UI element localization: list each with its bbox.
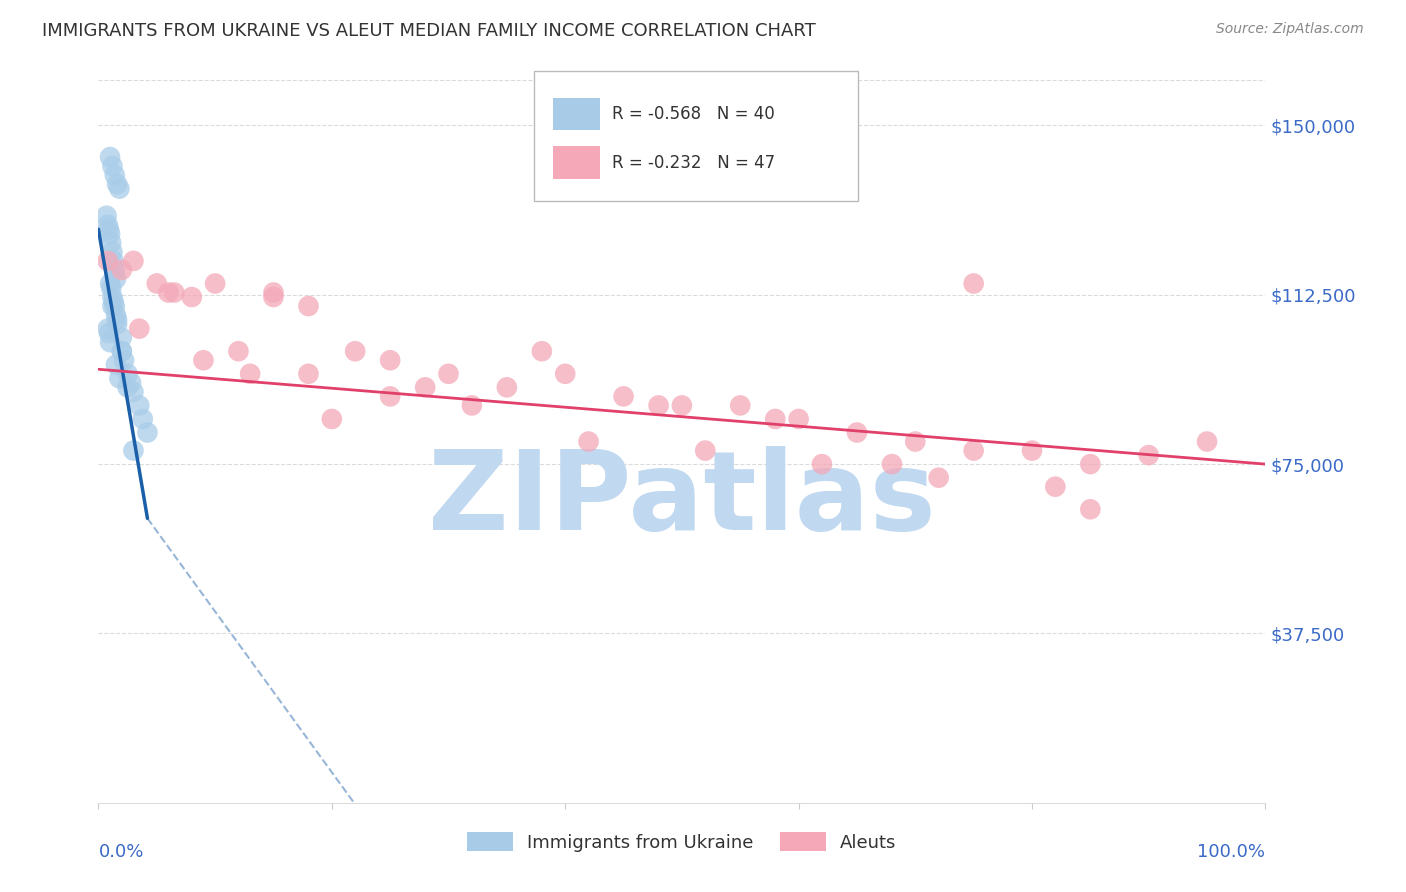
Text: R = -0.568   N = 40: R = -0.568 N = 40 (612, 105, 775, 123)
Point (157, 285, 180, 300)
Point (104, 272, 127, 286)
Point (461, 398, 484, 412)
Point (163, 285, 186, 300)
Point (100, 281, 122, 295)
Point (96, 209, 118, 223)
Point (730, 398, 752, 412)
Point (962, 443, 984, 458)
Point (613, 389, 636, 403)
Point (97, 218, 120, 232)
Point (104, 168, 127, 182)
Point (132, 412, 155, 426)
Point (695, 443, 717, 458)
Point (122, 443, 145, 458)
Point (204, 277, 226, 291)
Point (763, 412, 786, 426)
Point (97, 253, 120, 268)
Text: 0.0%: 0.0% (98, 843, 143, 861)
Point (128, 398, 150, 412)
Point (380, 353, 402, 368)
Point (344, 344, 367, 359)
Point (101, 159, 124, 173)
Text: 100.0%: 100.0% (1198, 843, 1265, 861)
Point (101, 299, 124, 313)
Point (105, 317, 128, 331)
Point (101, 244, 124, 259)
Point (100, 235, 122, 250)
Text: ZIPatlas: ZIPatlas (427, 446, 936, 553)
Point (297, 367, 319, 381)
Point (108, 371, 131, 385)
Point (105, 177, 128, 191)
Point (262, 285, 284, 300)
Text: IMMIGRANTS FROM UKRAINE VS ALEUT MEDIAN FAMILY INCOME CORRELATION CHART: IMMIGRANTS FROM UKRAINE VS ALEUT MEDIAN … (42, 22, 815, 40)
Point (380, 389, 402, 403)
Point (98, 277, 121, 291)
Point (297, 299, 319, 313)
Point (1137, 448, 1160, 462)
Point (117, 367, 139, 381)
Point (530, 344, 553, 359)
Point (97, 321, 120, 335)
Point (111, 344, 134, 359)
Point (180, 290, 202, 304)
Point (1080, 502, 1102, 516)
Point (122, 253, 145, 268)
Point (1021, 443, 1043, 458)
Point (146, 277, 169, 291)
Point (904, 434, 927, 449)
Text: Source: ZipAtlas.com: Source: ZipAtlas.com (1216, 22, 1364, 37)
Text: R = -0.232   N = 47: R = -0.232 N = 47 (612, 153, 775, 171)
Point (104, 263, 127, 277)
Point (128, 321, 150, 335)
Point (105, 312, 128, 326)
Point (1080, 457, 1102, 471)
Point (496, 380, 519, 394)
Point (1195, 434, 1218, 449)
Point (104, 299, 127, 313)
Point (104, 308, 127, 322)
Legend: Immigrants from Ukraine, Aleuts: Immigrants from Ukraine, Aleuts (460, 825, 904, 859)
Point (117, 380, 139, 394)
Point (103, 253, 125, 268)
Point (97, 326, 120, 340)
Point (98, 150, 121, 164)
Point (262, 290, 284, 304)
Point (112, 353, 135, 368)
Point (647, 398, 669, 412)
Point (104, 358, 127, 372)
Point (103, 294, 125, 309)
Point (321, 412, 343, 426)
Point (846, 425, 869, 440)
Point (108, 182, 131, 196)
Point (413, 380, 436, 394)
Point (98, 227, 121, 241)
Point (97, 222, 120, 236)
Point (98, 335, 121, 350)
Point (136, 425, 159, 440)
Point (671, 398, 693, 412)
Point (811, 457, 834, 471)
Point (928, 470, 950, 484)
Point (111, 263, 134, 277)
Point (111, 331, 134, 345)
Point (193, 353, 215, 368)
Point (120, 376, 142, 390)
Point (1045, 480, 1067, 494)
Point (880, 457, 903, 471)
Point (962, 277, 984, 291)
Point (239, 367, 262, 381)
Point (437, 367, 460, 381)
Point (787, 412, 810, 426)
Point (578, 434, 600, 449)
Point (228, 344, 250, 359)
Point (554, 367, 576, 381)
Point (122, 384, 145, 399)
Point (101, 290, 124, 304)
Point (111, 344, 134, 359)
